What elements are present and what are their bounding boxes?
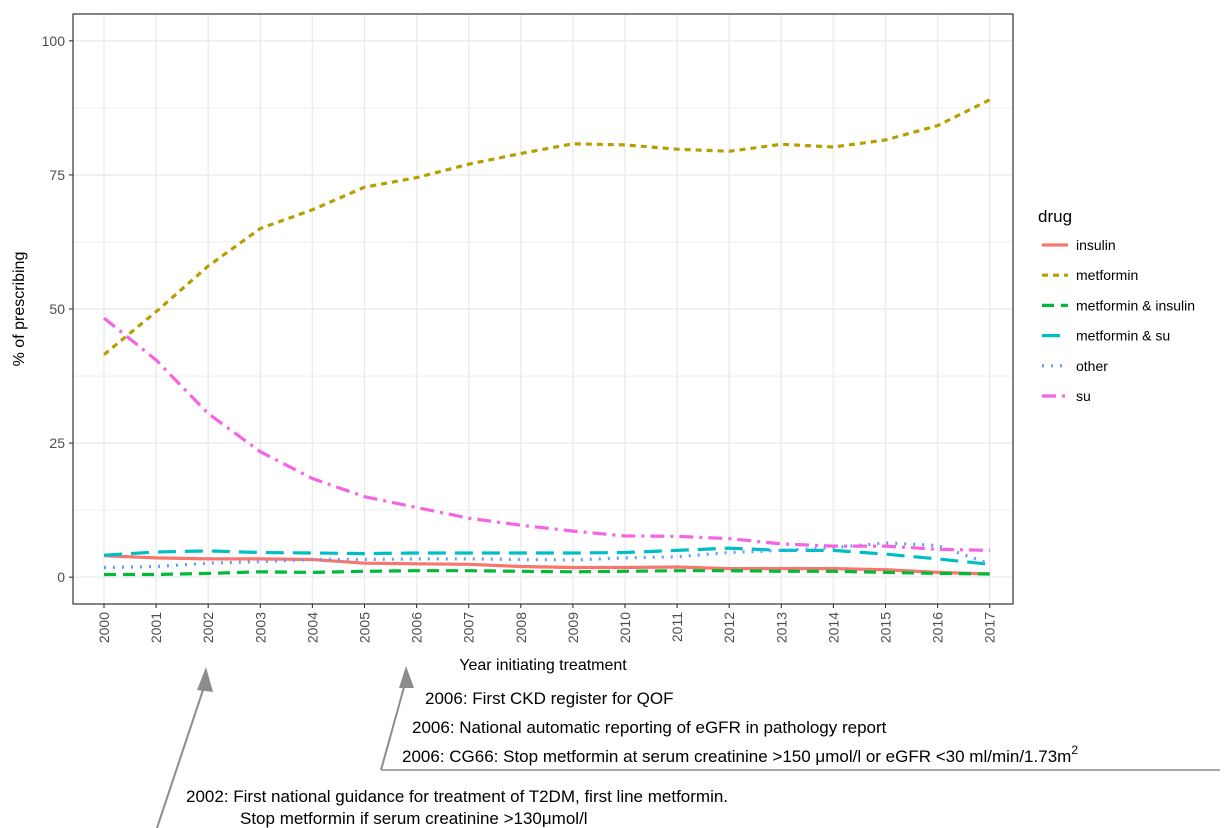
legend: drug insulin metformin metformin & insulin… xyxy=(1038,207,1195,404)
note-2006-line1: 2006: First CKD register for QOF xyxy=(425,689,673,708)
note-2006-line3: 2006: CG66: Stop metformin at serum crea… xyxy=(402,743,1078,766)
x-tick-label: 2008 xyxy=(513,612,529,643)
x-axis: 2000 2001 2002 2003 2004 2005 2006 2007 2008 2009… xyxy=(96,604,998,643)
y-axis-title: % of prescribing xyxy=(11,252,28,367)
x-tick-label: 2016 xyxy=(930,612,946,643)
legend-label-insulin: insulin xyxy=(1076,237,1116,253)
arrow-2002-shaft xyxy=(156,683,206,828)
x-tick-label: 2000 xyxy=(96,612,112,643)
x-tick-label: 2003 xyxy=(252,612,268,643)
x-tick-label: 2007 xyxy=(461,612,477,643)
y-tick-label: 100 xyxy=(42,33,66,49)
x-tick-label: 2002 xyxy=(200,612,216,643)
x-tick-label: 2006 xyxy=(409,612,425,643)
x-tick-label: 2010 xyxy=(617,612,633,643)
arrow-2006-shaft xyxy=(380,679,407,771)
legend-title: drug xyxy=(1038,207,1072,226)
x-tick-label: 2011 xyxy=(669,612,685,642)
series-line-metformin-and-su xyxy=(103,546,990,566)
note-2006-line3-text: 2006: CG66: Stop metformin at serum crea… xyxy=(402,747,1071,766)
note-2002-line2: Stop metformin if serum creatinine >130μ… xyxy=(240,809,588,828)
x-axis-title: Year initiating treatment xyxy=(459,657,627,674)
annotations: 2006: First CKD register for QOF 2006: N… xyxy=(156,666,1220,828)
x-tick-label: 2009 xyxy=(565,612,581,643)
series-line-su xyxy=(102,316,990,552)
series-line-metformin xyxy=(102,98,991,356)
arrow-2006-head xyxy=(399,666,414,688)
series-line-insulin xyxy=(103,554,990,576)
x-tick-label: 2005 xyxy=(357,612,373,643)
y-tick-label: 25 xyxy=(49,435,65,451)
x-tick-label: 2017 xyxy=(982,612,998,643)
y-tick-label: 50 xyxy=(49,301,65,317)
x-tick-label: 2014 xyxy=(825,612,841,643)
note-2006-line2: 2006: National automatic reporting of eG… xyxy=(412,718,887,737)
y-tick-label: 0 xyxy=(57,569,65,585)
x-tick-label: 2012 xyxy=(721,612,737,643)
x-tick-label: 2001 xyxy=(148,612,164,643)
note-2006-line3-superscript: 2 xyxy=(1071,743,1078,757)
x-tick-label: 2004 xyxy=(304,612,320,643)
y-axis: 0 25 50 75 100 xyxy=(42,33,73,585)
series-line-other xyxy=(103,541,991,570)
series-line-metformin-and-insulin xyxy=(104,569,990,577)
x-tick-label: 2015 xyxy=(878,612,894,643)
x-tick-label: 2013 xyxy=(773,612,789,643)
legend-label-su: su xyxy=(1076,388,1091,404)
legend-label-other: other xyxy=(1076,358,1108,374)
legend-label-metformin: metformin xyxy=(1076,267,1138,283)
y-tick-label: 75 xyxy=(49,167,65,183)
legend-label-metformin-and-su: metformin & su xyxy=(1076,328,1170,344)
grid-lines xyxy=(73,14,1013,604)
series-lines xyxy=(102,98,991,577)
arrow-2002-head xyxy=(197,667,213,692)
legend-label-metformin-and-insulin: metformin & insulin xyxy=(1076,297,1195,313)
note-2002-line1: 2002: First national guidance for treatm… xyxy=(186,787,728,806)
